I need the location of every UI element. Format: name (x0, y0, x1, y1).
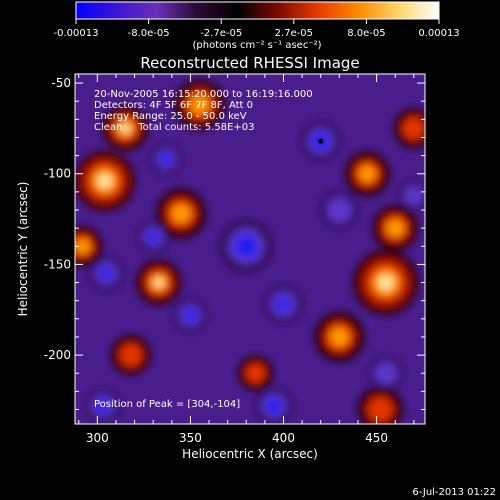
negative-source (94, 397, 112, 415)
annotation-detectors: Detectors: 4F 5F 6F 7F 8F, Att 0 (94, 100, 253, 111)
negative-source (159, 152, 174, 167)
annotation-energy-range: Energy Range: 25.0 - 50.0 keV (94, 111, 247, 122)
plot-frame (74, 73, 426, 425)
x-tick-label: 300 (86, 431, 109, 445)
y-tick-label: -50 (51, 76, 71, 90)
colorbar-tick-label: -2.7e-05 (200, 28, 242, 39)
colorbar: -0.00013 -8.0e-05 -2.7e-05 2.7e-05 8.0e-05 0.… (54, 1, 460, 51)
annotation-time-range: 20-Nov-2005 16:15:20.000 to 16:19:16.000 (94, 89, 313, 100)
positive-source (403, 117, 425, 139)
emission-sources (75, 79, 425, 424)
colorbar-gradient (75, 1, 440, 20)
x-axis-label: Heliocentric X (arcsec) (182, 447, 318, 461)
positive-source (246, 364, 265, 383)
x-tick-label: 400 (272, 431, 295, 445)
positive-source (190, 95, 209, 115)
negative-source (145, 229, 161, 245)
negative-source (326, 196, 353, 224)
colorbar-tick-label: -8.0e-05 (128, 28, 170, 39)
positive-source (75, 239, 90, 254)
footer-timestamp: 6-Jul-2013 01:22 (412, 487, 496, 498)
x-axis: 300 350 400 450 (78, 74, 415, 445)
dark-core (318, 138, 324, 144)
chart-title: Reconstructed RHESSI Image (140, 54, 359, 72)
y-axis-label: Heliocentric Y (arcsec) (16, 182, 30, 317)
negative-source (269, 401, 279, 411)
colorbar-tick-label: -0.00013 (54, 28, 99, 39)
positive-source (359, 165, 376, 182)
negative-source (274, 295, 293, 314)
annotations: 20-Nov-2005 16:15:20.000 to 16:19:16.000… (94, 89, 313, 410)
positive-source (368, 397, 393, 422)
positive-source (120, 344, 142, 366)
annotation-peak-position: Position of Peak = [304,-104] (94, 399, 240, 410)
colorbar-tick-label: 0.00013 (418, 28, 459, 39)
y-axis: -50 -100 -150 -200 (44, 76, 425, 410)
x-tick-label: 350 (179, 431, 202, 445)
y-tick-label: -100 (44, 167, 71, 181)
positive-source (378, 275, 394, 290)
negative-source (239, 239, 254, 254)
y-tick-label: -150 (44, 257, 71, 271)
negative-source (403, 184, 425, 207)
negative-source (182, 307, 199, 324)
colorbar-tick-label: 2.7e-05 (275, 28, 313, 39)
y-tick-label: -200 (44, 348, 71, 362)
positive-source (330, 327, 349, 347)
colorbar-ticks: -0.00013 -8.0e-05 -2.7e-05 2.7e-05 8.0e-05 0.… (54, 19, 460, 39)
negative-source (374, 361, 398, 386)
annotation-total-counts: Clean Total counts: 5.58E+03 (94, 122, 254, 133)
positive-source (120, 123, 130, 134)
colorbar-unit-label: (photons cm⁻² s⁻¹ asec⁻²) (192, 40, 321, 51)
x-tick-label: 450 (365, 431, 388, 445)
positive-source (154, 277, 164, 288)
positive-source (386, 219, 404, 237)
image-area (75, 74, 425, 424)
positive-source (98, 174, 112, 188)
colorbar-tick-label: 8.0e-05 (347, 28, 385, 39)
positive-source (172, 204, 191, 223)
negative-source (98, 265, 115, 282)
